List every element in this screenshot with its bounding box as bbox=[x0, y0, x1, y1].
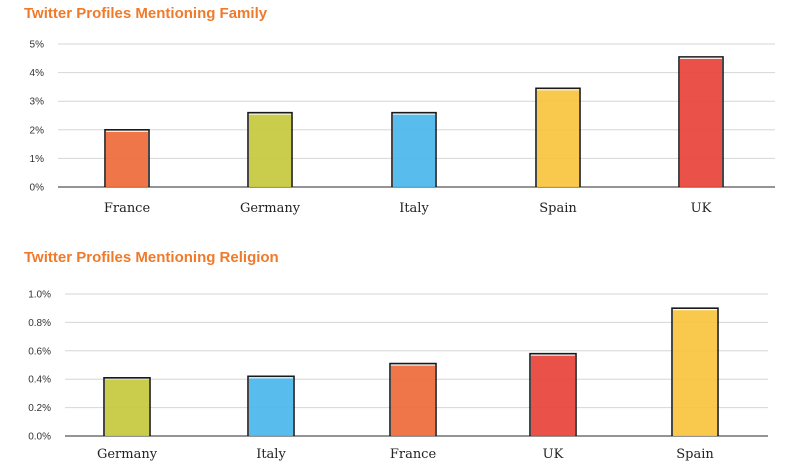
family-bar-outline-italy bbox=[391, 111, 437, 187]
family-bar-outline-france bbox=[104, 129, 150, 187]
family-bar-uk bbox=[680, 58, 722, 188]
religion-category-label: Germany bbox=[97, 447, 158, 462]
religion-bar-uk bbox=[531, 355, 575, 436]
chart-family: 0% 1% 2% 3% 4% 5% France Germany Italy Spain UK bbox=[30, 40, 775, 216]
family-category-label: UK bbox=[691, 201, 712, 216]
religion-ytick-label: 1.0% bbox=[28, 290, 51, 301]
religion-bar-outline-italy bbox=[247, 375, 295, 436]
family-ytick-label: 1% bbox=[30, 154, 45, 165]
religion-bar-outline-uk bbox=[529, 352, 577, 436]
religion-category-label: France bbox=[390, 447, 437, 462]
religion-category-label: Spain bbox=[676, 447, 714, 462]
religion-bar-outline-france bbox=[389, 362, 437, 436]
religion-bar-outline-germany bbox=[103, 376, 151, 436]
family-category-label: Spain bbox=[539, 201, 577, 216]
religion-ytick-label: 0.8% bbox=[28, 318, 51, 329]
religion-bar-france bbox=[391, 365, 435, 436]
family-ytick-label: 3% bbox=[30, 97, 45, 108]
religion-category-label: Italy bbox=[256, 447, 286, 462]
family-bar-germany bbox=[249, 114, 291, 187]
family-ytick-label: 5% bbox=[30, 40, 45, 51]
religion-ytick-label: 0.0% bbox=[28, 432, 51, 443]
religion-bar-germany bbox=[105, 379, 149, 436]
religion-ytick-label: 0.6% bbox=[28, 346, 51, 357]
family-bar-outline-uk bbox=[678, 56, 724, 187]
family-ytick-label: 2% bbox=[30, 125, 45, 136]
religion-bar-outline-spain bbox=[671, 307, 719, 436]
chart-title-family: Twitter Profiles Mentioning Family bbox=[24, 5, 268, 22]
religion-ytick-label: 0.2% bbox=[28, 403, 51, 414]
family-bar-spain bbox=[537, 90, 579, 187]
family-bar-outline-germany bbox=[247, 111, 293, 187]
chart-title-religion: Twitter Profiles Mentioning Religion bbox=[24, 249, 279, 266]
family-ytick-label: 4% bbox=[30, 68, 45, 79]
religion-bar-spain bbox=[673, 310, 717, 436]
religion-category-label: UK bbox=[543, 447, 564, 462]
family-ytick-label: 0% bbox=[30, 183, 45, 194]
religion-ytick-label: 0.4% bbox=[28, 375, 51, 386]
family-category-label: Italy bbox=[399, 201, 429, 216]
family-bar-outline-spain bbox=[535, 87, 581, 187]
family-bar-italy bbox=[393, 114, 435, 187]
family-category-label: Germany bbox=[240, 201, 301, 216]
family-category-label: France bbox=[104, 201, 151, 216]
religion-bar-italy bbox=[249, 378, 293, 436]
family-bar-france bbox=[106, 131, 148, 187]
